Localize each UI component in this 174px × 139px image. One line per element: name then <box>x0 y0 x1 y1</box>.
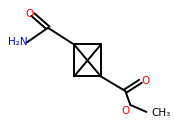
Text: O: O <box>141 76 149 86</box>
Text: CH₃: CH₃ <box>151 108 171 118</box>
Text: O: O <box>121 106 129 116</box>
Text: H₂N: H₂N <box>8 37 28 47</box>
Text: O: O <box>25 9 33 19</box>
